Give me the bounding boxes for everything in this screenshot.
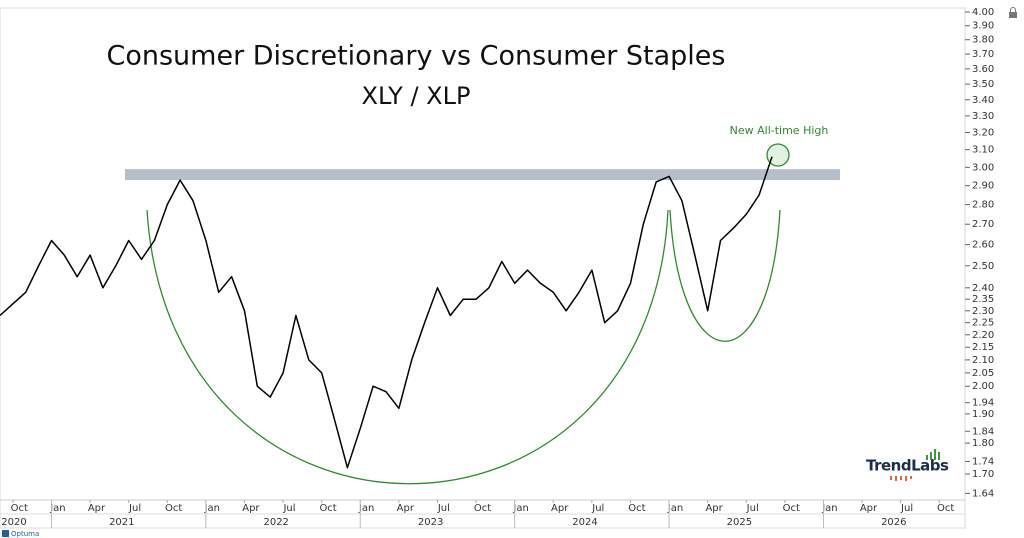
y-tick-label: 2.50 [972,261,994,272]
y-tick-label: 3.80 [972,35,994,46]
year-label: 2024 [572,517,597,528]
y-tick-label: 2.25 [972,318,994,329]
y-tick-label: 3.50 [972,79,994,90]
source-icon [2,530,9,537]
y-tick-label: 3.30 [972,111,994,122]
x-tick-label: Oct [165,503,182,514]
year-label: 2025 [727,517,752,528]
resistance-band [125,169,840,181]
ratio-line [0,156,773,469]
brand-bars [890,449,940,481]
x-tick-label: Oct [937,503,954,514]
y-tick-label: 1.80 [972,438,994,449]
chart-subtitle: XLY / XLP [362,82,471,110]
y-tick-label: 2.10 [972,355,994,366]
y-tick-label: 1.70 [972,469,994,480]
year-label: 2022 [263,517,288,528]
x-tick-label: Jan [512,503,528,514]
y-tick-label: 2.90 [972,181,994,192]
x-tick-label: Jan [49,503,65,514]
y-tick-label: 1.90 [972,409,994,420]
x-tick-label: Jan [821,503,837,514]
x-tick-label: Jul [900,503,913,514]
y-tick-label: 4.00 [972,7,994,18]
y-tick-label: 3.70 [972,49,994,60]
x-tick-label: Jul [282,503,295,514]
handle-arc [669,209,781,342]
x-tick-label: Jul [591,503,604,514]
y-tick-label: 3.90 [972,21,994,32]
x-tick-label: Oct [11,503,28,514]
y-tick-label: 3.40 [972,95,994,106]
y-tick-label: 2.40 [972,283,994,294]
chart-title: Consumer Discretionary vs Consumer Stapl… [107,41,726,72]
y-tick-label: 2.70 [972,219,994,230]
brand-logo: TrendLabs [866,457,949,475]
x-tick-label: Jul [746,503,759,514]
y-tick-label: 3.00 [972,162,994,173]
lock-icon [1009,7,1017,18]
x-tick-label: Apr [705,503,723,514]
x-tick-label: Apr [88,503,106,514]
y-tick-label: 3.10 [972,145,994,156]
y-tick-label: 1.64 [972,488,994,499]
x-tick-label: Oct [319,503,336,514]
cup-arc [146,209,669,485]
y-tick-label: 1.74 [972,456,994,467]
y-tick-label: 1.94 [972,398,994,409]
highlight-circle [766,143,790,167]
plot-frame [0,7,966,529]
year-label: 2026 [881,517,906,528]
x-tick-label: Apr [242,503,260,514]
y-tick-label: 2.00 [972,381,994,392]
y-tick-label: 2.80 [972,200,994,211]
x-tick-label: Oct [628,503,645,514]
x-tick-label: Apr [397,503,415,514]
source: Optuma [11,530,39,538]
y-tick-label: 2.20 [972,330,994,341]
band-layer [125,169,840,181]
x-tick-label: Apr [860,503,878,514]
annotation: New All-time High [730,124,829,137]
y-tick-label: 2.15 [972,342,994,353]
x-tick-label: Oct [783,503,800,514]
year-label: 2020 [1,517,26,528]
x-tick-label: Jul [128,503,141,514]
x-tick-label: Jan [358,503,374,514]
y-tick-label: 1.84 [972,426,994,437]
y-tick-label: 2.30 [972,306,994,317]
y-tick-label: 3.20 [972,128,994,139]
y-tick-label: 2.60 [972,240,994,251]
y-tick-label: 2.05 [972,368,994,379]
y-tick-label: 2.35 [972,294,994,305]
year-label: 2021 [109,517,134,528]
x-tick-label: Jan [204,503,220,514]
year-label: 2023 [418,517,443,528]
x-tick-label: Jan [667,503,683,514]
y-tick-label: 3.60 [972,64,994,75]
x-tick-label: Oct [474,503,491,514]
x-tick-label: Jul [437,503,450,514]
x-tick-label: Apr [551,503,569,514]
